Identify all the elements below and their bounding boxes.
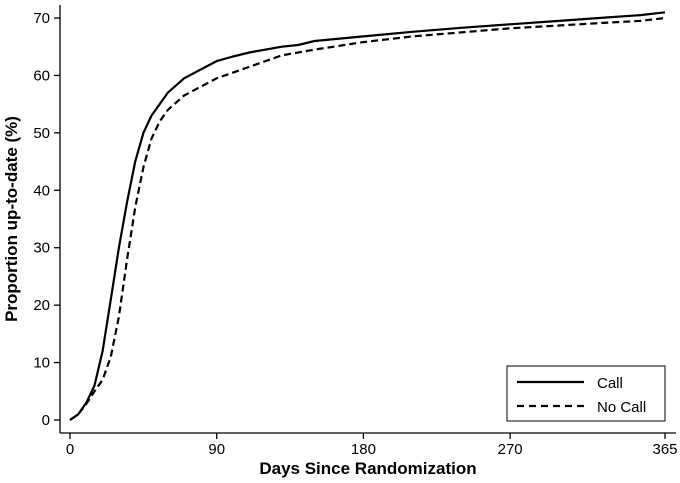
x-tick-label-365: 365 xyxy=(652,441,677,458)
y-tick-label-50: 50 xyxy=(33,125,50,142)
y-tick-label-30: 30 xyxy=(33,240,50,257)
x-tick-label-90: 90 xyxy=(208,441,225,458)
y-tick-label-40: 40 xyxy=(33,182,50,199)
y-tick-label-0: 0 xyxy=(42,412,50,429)
legend-box xyxy=(506,365,666,422)
y-tick-label-60: 60 xyxy=(33,67,50,84)
x-tick-label-0: 0 xyxy=(66,441,74,458)
series-group xyxy=(69,11,666,421)
y-tick-label-20: 20 xyxy=(33,297,50,314)
x-axis-title: Days Since Randomization xyxy=(259,459,476,478)
series-line-call xyxy=(69,11,666,421)
series-line-no-call xyxy=(69,16,666,421)
legend: Call No Call xyxy=(506,365,666,422)
axes: 0 90 180 270 365 0 10 20 30 40 50 60 70 xyxy=(33,5,678,458)
y-tick-label-10: 10 xyxy=(33,355,50,372)
y-tick-label-70: 70 xyxy=(33,10,50,27)
legend-label-no-call: No Call xyxy=(597,399,646,416)
y-axis-title: Proportion up-to-date (%) xyxy=(2,116,21,322)
y-ticks: 0 10 20 30 40 50 60 70 xyxy=(33,10,60,429)
legend-label-call: Call xyxy=(597,375,623,392)
x-tick-label-270: 270 xyxy=(498,441,523,458)
x-tick-label-180: 180 xyxy=(351,441,376,458)
x-ticks: 0 90 180 270 365 xyxy=(66,433,678,458)
